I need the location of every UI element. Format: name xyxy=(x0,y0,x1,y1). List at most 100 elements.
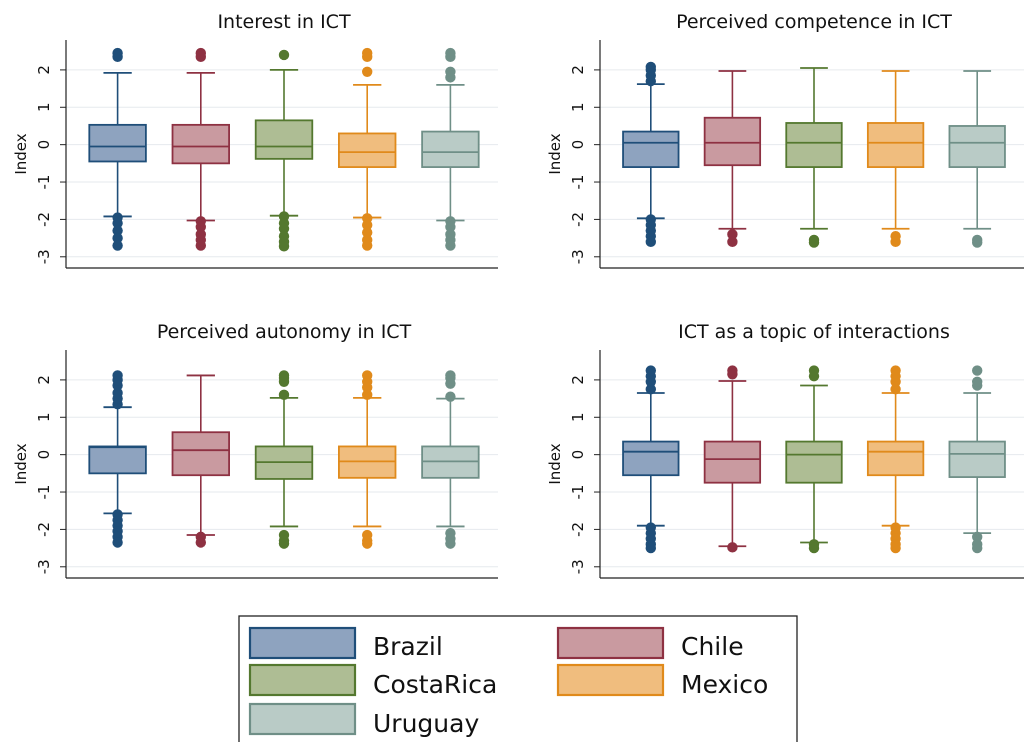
y-tick-label: 0 xyxy=(569,450,587,460)
iqr-box xyxy=(622,130,680,168)
y-tick-label: 1 xyxy=(35,413,53,423)
box-costarica xyxy=(785,365,843,554)
y-tick-label: -1 xyxy=(35,485,53,500)
legend-swatch-costarica xyxy=(248,663,357,697)
outlier-point xyxy=(445,391,456,402)
outlier-point xyxy=(112,387,123,399)
box-brazil xyxy=(88,370,147,548)
panel-interest-in-ict: Interest in ICT -3 -2 -1 0 1 2 Index xyxy=(12,11,498,269)
box-costarica xyxy=(785,67,843,248)
y-tick-label: 1 xyxy=(35,103,53,113)
y-tick-label: 0 xyxy=(569,140,587,150)
outlier-point xyxy=(112,240,123,251)
box-brazil xyxy=(622,61,680,248)
legend-label-mexico: Mexico xyxy=(681,670,768,699)
iqr-box xyxy=(88,123,147,163)
box-chile xyxy=(703,365,762,553)
outlier-point xyxy=(195,47,206,59)
y-tick-label: -3 xyxy=(569,249,587,264)
outlier-point xyxy=(112,217,123,229)
box-chile xyxy=(703,70,762,248)
iqr-box xyxy=(948,440,1006,478)
panel-perceived-competence-in-ict: Perceived competence in ICT -3 -2 -1 0 1 2 Inde… xyxy=(546,11,1024,269)
outlier-point xyxy=(362,227,373,238)
legend-label-uruguay: Uruguay xyxy=(373,709,479,738)
outlier-point xyxy=(645,384,656,395)
iqr-box xyxy=(866,122,925,168)
outlier-point xyxy=(645,236,656,248)
y-tick-label: -1 xyxy=(569,485,587,500)
outlier-point xyxy=(890,384,901,395)
outlier-point xyxy=(112,225,123,236)
box-mexico xyxy=(866,70,925,248)
panel-ict-as-a-topic-of-interactions: ICT as a topic of interactions -3 -2 -1 0 1 2 I… xyxy=(546,321,1024,579)
outlier-point xyxy=(445,221,456,233)
outlier-point xyxy=(278,389,290,401)
y-tick-label: -1 xyxy=(569,175,587,190)
y-tick-label: -2 xyxy=(35,212,53,227)
outlier-point xyxy=(195,221,206,233)
iqr-box xyxy=(338,132,397,168)
box-brazil xyxy=(622,365,680,554)
outlier-point xyxy=(445,370,456,381)
panel-title: ICT as a topic of interactions xyxy=(678,321,950,343)
outlier-point xyxy=(727,236,738,248)
outlier-point xyxy=(278,241,290,252)
outlier-point xyxy=(445,538,456,549)
box-uruguay xyxy=(421,47,480,251)
y-tick-label: 2 xyxy=(569,65,587,75)
panel-title: Interest in ICT xyxy=(217,11,350,33)
iqr-box xyxy=(785,122,843,168)
outlier-point xyxy=(195,240,206,251)
iqr-box xyxy=(421,130,480,168)
legend-label-chile: Chile xyxy=(681,632,744,661)
y-tick-label: 0 xyxy=(35,450,53,460)
y-tick-label: 0 xyxy=(35,140,53,150)
iqr-box xyxy=(88,445,147,475)
outlier-point xyxy=(195,537,206,548)
box-mexico xyxy=(338,47,397,251)
outlier-point xyxy=(112,537,123,548)
outlier-point xyxy=(727,365,738,376)
outlier-point xyxy=(645,542,656,554)
box-mexico xyxy=(866,365,925,554)
y-tick-label: -3 xyxy=(35,559,53,574)
outlier-point xyxy=(972,365,983,376)
outlier-point xyxy=(362,370,373,381)
outlier-point xyxy=(362,47,373,59)
outlier-point xyxy=(362,240,373,251)
y-axis-label: Index xyxy=(546,133,564,174)
box-chile xyxy=(171,47,230,251)
y-axis-label: Index xyxy=(12,443,30,484)
outlier-point xyxy=(972,376,983,387)
outlier-point xyxy=(808,237,820,248)
y-tick-label: -2 xyxy=(569,522,587,537)
y-tick-label: 1 xyxy=(569,103,587,113)
iqr-box xyxy=(948,125,1006,168)
box-uruguay xyxy=(948,70,1006,248)
outlier-point xyxy=(278,370,290,381)
outlier-point xyxy=(445,240,456,251)
y-tick-label: 2 xyxy=(35,65,53,75)
iqr-box xyxy=(866,440,925,477)
legend-swatch-uruguay xyxy=(248,702,357,736)
outlier-point xyxy=(445,66,456,77)
y-tick-label: -2 xyxy=(569,212,587,227)
outlier-point xyxy=(278,538,290,549)
outlier-point xyxy=(278,223,290,234)
box-uruguay xyxy=(421,370,480,549)
iqr-box xyxy=(785,440,843,484)
outlier-point xyxy=(278,49,290,61)
box-chile xyxy=(171,374,230,548)
iqr-box xyxy=(703,440,762,484)
outlier-point xyxy=(890,542,901,554)
panel-title: Perceived competence in ICT xyxy=(676,11,952,33)
panel-perceived-autonomy-in-ict: Perceived autonomy in ICT -3 -2 -1 0 1 2 Index xyxy=(12,321,498,579)
legend-swatch-mexico xyxy=(556,663,665,697)
legend: Brazil Chile CostaRica Mexico Uruguay xyxy=(238,615,798,742)
iqr-box xyxy=(622,440,680,477)
iqr-box xyxy=(171,431,230,477)
outlier-point xyxy=(890,236,901,248)
